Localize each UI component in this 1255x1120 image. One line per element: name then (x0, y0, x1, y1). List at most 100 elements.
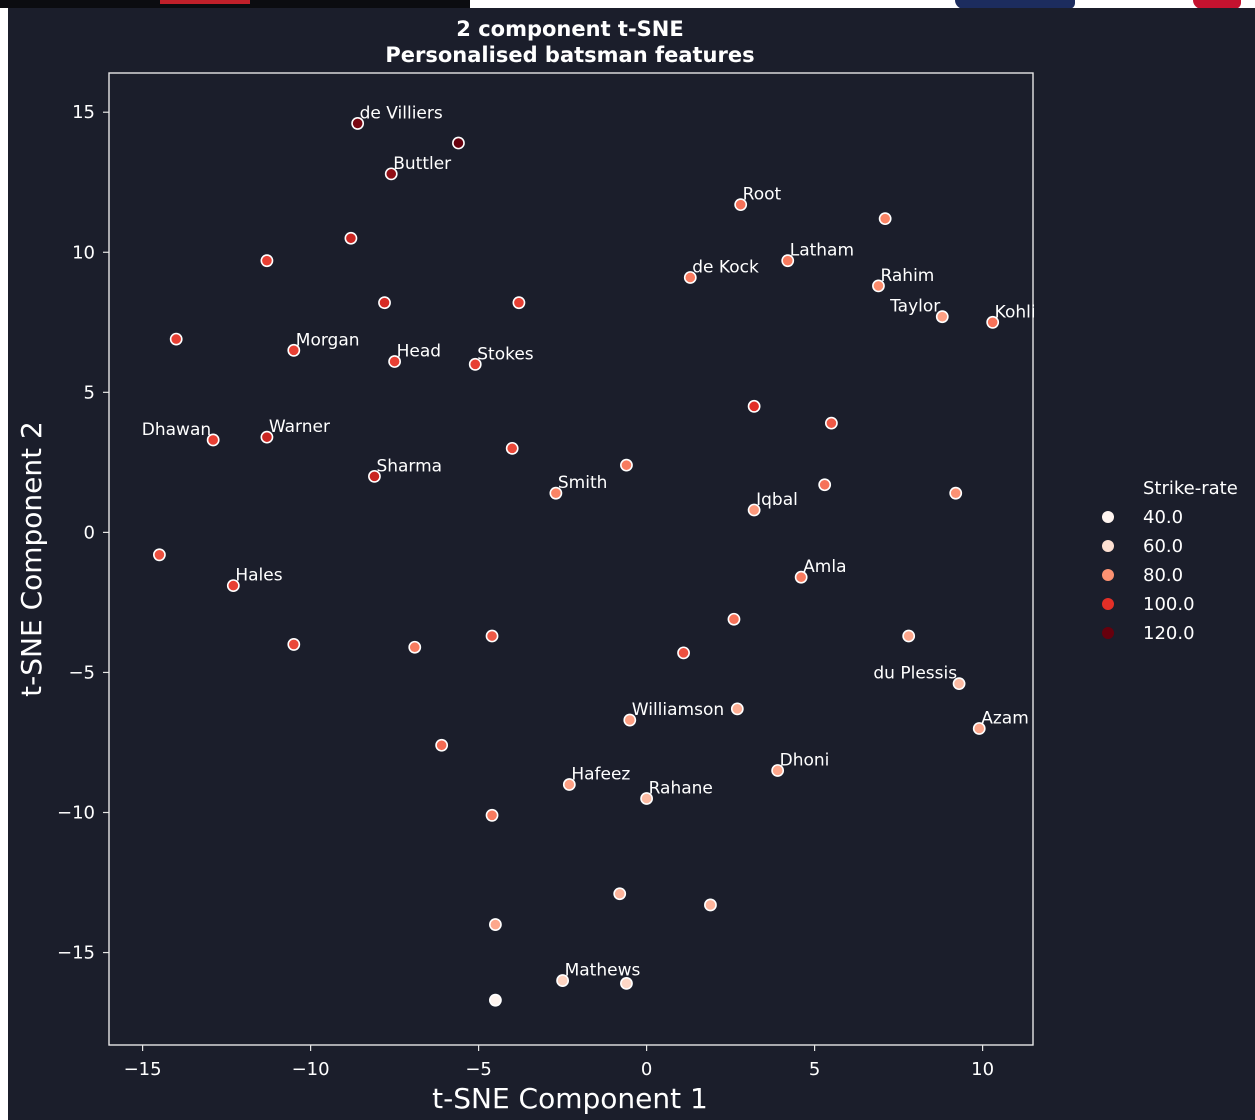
point-label: de Villiers (360, 103, 443, 123)
scatter-point (623, 713, 637, 727)
plot-area-frame (108, 72, 1034, 1046)
legend-label: 80.0 (1143, 565, 1183, 586)
scatter-point (435, 738, 449, 752)
chart-subtitle: Personalised batsman features (385, 43, 754, 67)
scatter-point (902, 629, 916, 643)
scatter-point (368, 469, 381, 483)
scatter-point (344, 231, 358, 245)
scatter-point (952, 677, 966, 691)
scatter-point (640, 792, 653, 805)
scatter-point (730, 702, 744, 716)
scatter-point (747, 503, 761, 517)
scatter-point (556, 974, 569, 987)
point-label: Rahim (880, 266, 934, 286)
x-tick-label: 0 (641, 1059, 652, 1080)
point-label: du Plessis (873, 664, 957, 684)
scatter-points (152, 117, 1000, 1007)
legend: Strike-rate 40.0 60.0 80.0 100.0 120.0 (1102, 478, 1238, 644)
scatter-point (683, 271, 697, 284)
scatter-point (677, 646, 690, 660)
scatter-point (613, 887, 627, 901)
scatter-point (727, 612, 741, 626)
scatter-point (794, 570, 808, 584)
point-label: Taylor (889, 297, 940, 317)
scatter-point (488, 993, 502, 1007)
point-label: Rahane (649, 778, 713, 798)
scatter-point (206, 433, 220, 447)
point-label: Hafeez (571, 764, 630, 784)
y-tick-label: 15 (72, 102, 95, 123)
legend-marker (1102, 569, 1114, 581)
legend-label: 120.0 (1143, 623, 1195, 644)
scatter-point (549, 486, 563, 500)
scatter-point (260, 254, 274, 268)
y-tick-label: 5 (84, 382, 95, 403)
scatter-point (388, 355, 401, 368)
point-label: Root (743, 185, 782, 205)
y-tick-label: −15 (57, 943, 95, 964)
scatter-point (488, 918, 502, 931)
scatter-point (287, 638, 301, 651)
scatter-point (935, 310, 949, 324)
scatter-point (485, 629, 499, 643)
x-tick-label: −15 (124, 1059, 162, 1080)
point-label: Head (397, 342, 441, 362)
header-banner-left (0, 0, 470, 8)
tsne-scatter-chart: 2 component t-SNE Personalised batsman f… (15, 17, 1238, 1115)
legend-label: 60.0 (1143, 536, 1183, 557)
scatter-point (781, 254, 795, 268)
scatter-point (468, 357, 482, 371)
point-labels: de Villiers Buttler Morgan Head Stokes Dhawan… (142, 103, 1036, 980)
point-label: de Kock (692, 257, 759, 277)
point-label: Mathews (565, 961, 641, 981)
figure-panel: 2 component t-SNE Personalised batsman f… (8, 8, 1255, 1120)
x-axis-ticks: −15 −10 −5 0 5 10 (124, 1045, 994, 1080)
scatter-point (452, 136, 465, 150)
legend-label: 100.0 (1143, 594, 1195, 615)
chart-title: 2 component t-SNE (456, 17, 683, 41)
point-label: Morgan (296, 330, 360, 350)
y-tick-label: 10 (72, 242, 95, 263)
y-axis-label: t-SNE Component 2 (15, 421, 48, 697)
header-strip (0, 0, 1255, 10)
point-label: Williamson (632, 700, 724, 720)
header-logo-fragment (160, 0, 250, 4)
y-tick-label: −10 (57, 803, 95, 824)
header-badge-navy (955, 0, 1075, 9)
scatter-point (747, 399, 761, 413)
scatter-point (169, 332, 183, 346)
scatter-point (818, 478, 832, 492)
scatter-point (878, 212, 892, 226)
scatter-point (287, 343, 301, 357)
point-label: Dhoni (780, 750, 830, 770)
scatter-point (949, 486, 963, 500)
point-label: Buttler (393, 154, 451, 174)
point-label: Amla (803, 557, 846, 577)
scatter-point (260, 430, 274, 444)
scatter-point (825, 416, 838, 430)
scatter-point (620, 976, 633, 990)
scatter-point (771, 764, 785, 777)
legend-marker (1102, 540, 1114, 552)
scatter-point (505, 441, 519, 455)
scatter-point (972, 722, 986, 735)
point-label: Dhawan (142, 420, 211, 440)
legend-marker (1102, 598, 1114, 610)
x-tick-label: −10 (292, 1059, 330, 1080)
legend-label: 40.0 (1143, 507, 1183, 528)
point-label: Latham (790, 241, 854, 261)
y-tick-label: −5 (68, 662, 95, 683)
legend-marker (1102, 627, 1114, 639)
point-label: Azam (981, 708, 1029, 728)
scatter-point (152, 548, 166, 562)
x-axis-label: t-SNE Component 1 (432, 1082, 708, 1115)
x-tick-label: −5 (465, 1059, 492, 1080)
point-label: Smith (558, 473, 608, 493)
scatter-point (384, 167, 398, 181)
y-axis-ticks: 15 10 5 0 −5 −10 −15 (57, 102, 109, 964)
scatter-point (872, 279, 885, 293)
scatter-point (351, 117, 365, 130)
x-tick-label: 5 (809, 1059, 820, 1080)
point-label: Hales (235, 566, 282, 586)
scatter-point (734, 198, 748, 212)
